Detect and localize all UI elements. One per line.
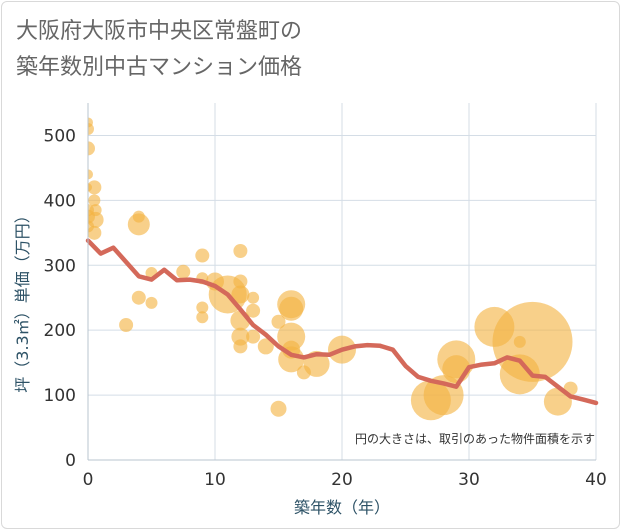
x-tick-label: 0 xyxy=(83,470,94,490)
data-bubble xyxy=(88,183,92,192)
x-tick-label: 10 xyxy=(204,470,226,490)
data-bubble xyxy=(233,274,248,289)
size-annotation: 円の大きさは、取引のあった物件面積を示す xyxy=(355,431,595,446)
data-bubble xyxy=(88,169,93,180)
y-tick-label: 400 xyxy=(44,191,76,211)
data-bubble xyxy=(132,210,145,223)
data-bubble xyxy=(474,306,515,347)
data-bubble xyxy=(88,141,95,156)
y-axis-title: 坪（3.3㎡）単価（万円） xyxy=(13,207,32,392)
y-tick-label: 300 xyxy=(44,256,76,276)
chart-title-line-1: 大阪府大阪市中央区常盤町の xyxy=(16,19,303,44)
data-bubble xyxy=(88,180,102,195)
x-axis-title: 築年数（年） xyxy=(294,498,390,517)
data-bubble xyxy=(277,322,306,351)
data-bubble xyxy=(271,314,286,329)
y-tick-label: 0 xyxy=(65,451,76,471)
data-bubble xyxy=(196,311,209,324)
data-bubble xyxy=(279,296,304,321)
data-bubble xyxy=(89,204,102,217)
data-bubble xyxy=(231,285,250,304)
y-tick-label: 500 xyxy=(44,126,76,146)
data-bubble xyxy=(88,194,101,207)
data-bubble xyxy=(196,301,209,314)
average-price-line xyxy=(85,238,599,406)
x-tick-label: 20 xyxy=(331,470,353,490)
data-bubble xyxy=(131,290,146,305)
data-bubble xyxy=(176,264,191,279)
chart-title-line-2: 築年数別中古マンション価格 xyxy=(16,55,303,80)
data-bubble xyxy=(195,248,210,263)
data-bubble xyxy=(257,338,274,355)
data-bubble xyxy=(296,365,311,380)
data-bubble xyxy=(247,291,260,304)
data-bubble xyxy=(233,339,248,354)
x-tick-label: 40 xyxy=(585,470,607,490)
data-bubble xyxy=(119,317,134,332)
x-tick-label: 30 xyxy=(458,470,480,490)
data-bubble xyxy=(88,117,93,128)
average-line-series xyxy=(85,238,599,406)
y-tick-label: 200 xyxy=(44,321,76,341)
data-bubble xyxy=(246,303,261,318)
grid-lines xyxy=(88,103,597,460)
y-tick-label: 100 xyxy=(44,386,76,406)
data-bubble xyxy=(145,296,158,309)
data-bubble xyxy=(499,354,540,395)
data-bubble xyxy=(88,220,94,233)
bubble-series xyxy=(88,117,578,421)
axes xyxy=(87,103,596,461)
data-bubble xyxy=(233,243,248,258)
chart-title: 大阪府大阪市中央区常盤町の 築年数別中古マンション価格 xyxy=(16,14,302,86)
data-bubble xyxy=(246,329,261,344)
data-bubble xyxy=(270,400,287,417)
data-bubble xyxy=(513,335,526,348)
